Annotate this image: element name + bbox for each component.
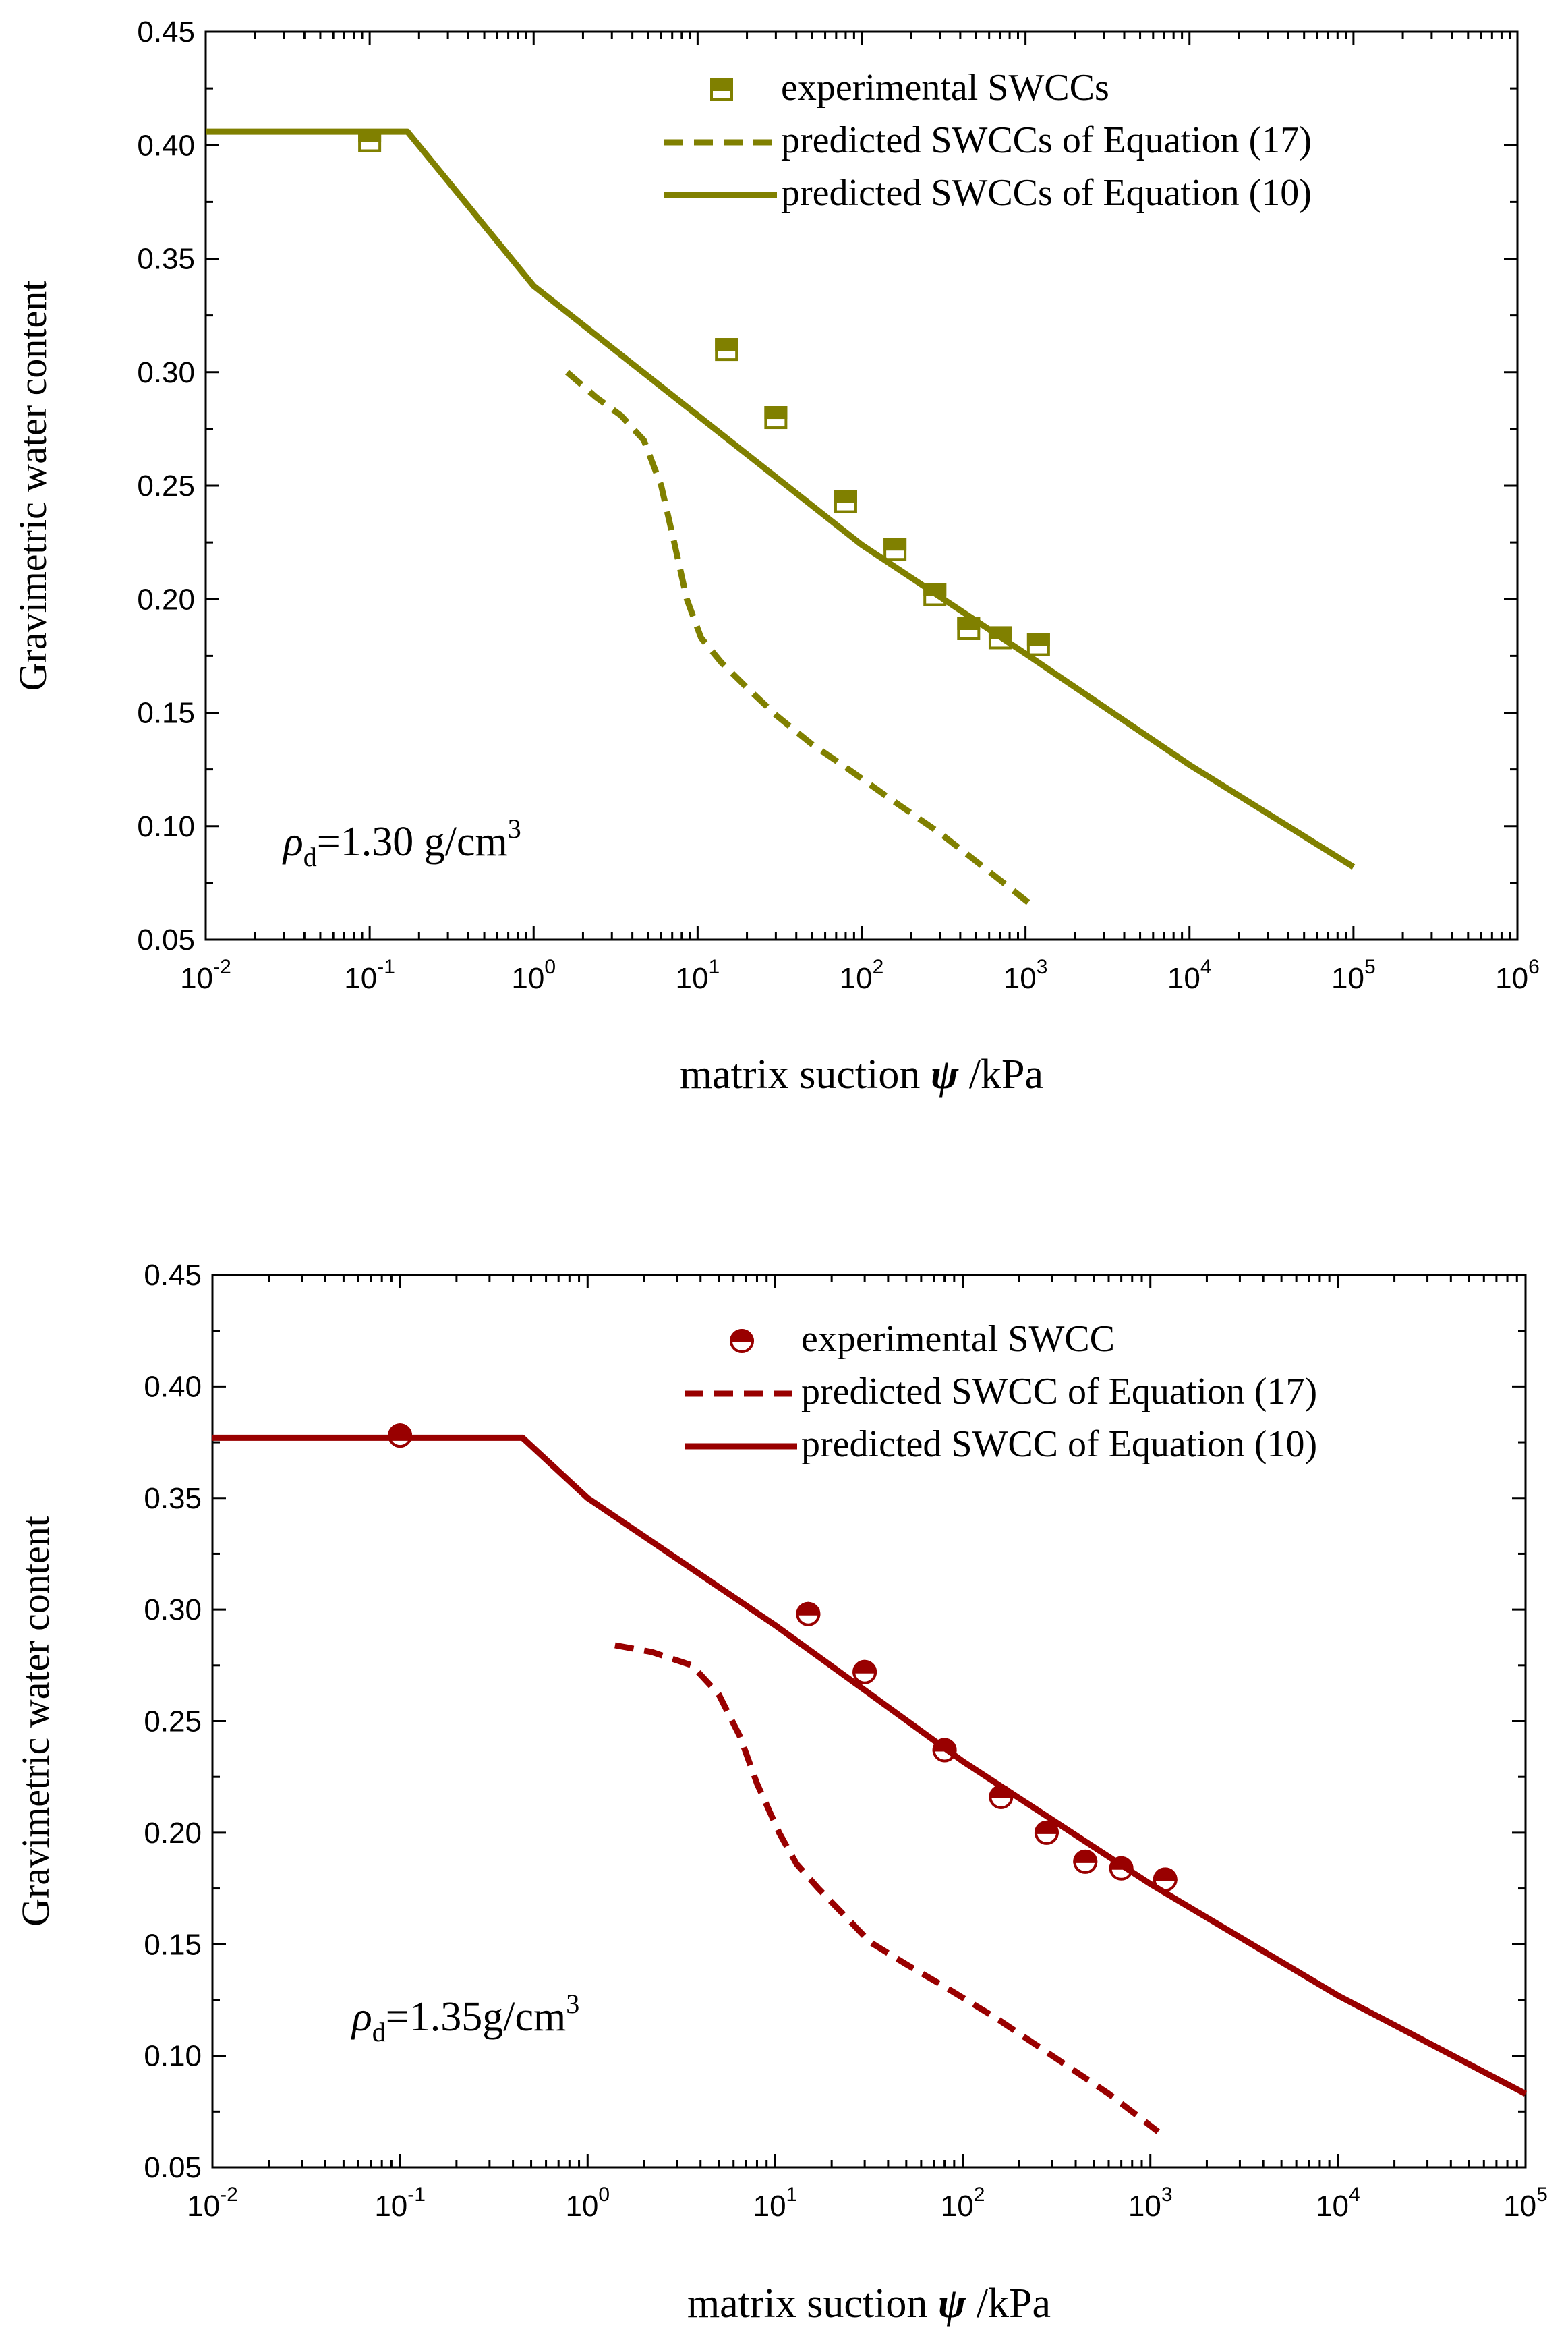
data-point (796, 1601, 821, 1626)
x-tick-label: 103 (1004, 956, 1048, 995)
legend-entry: experimental SWCC (729, 1318, 1115, 1360)
x-axis-label: matrix suction ψ /kPa (687, 2281, 1051, 2327)
data-point (1026, 633, 1050, 656)
series-2 (564, 370, 1035, 909)
x-tick-label: 103 (1128, 2184, 1173, 2223)
chart-2: 0.05 0.10 0.15 0.20 0.25 0.30 0.35 0.40 0.45 10-2… (13, 1259, 1548, 2327)
y-tick-label: 0.40 (144, 1370, 202, 1403)
y-tick-label: 0.45 (144, 1259, 202, 1292)
x-tick-label: 106 (1495, 956, 1540, 995)
x-tick-label: 10-1 (344, 956, 395, 995)
data-point (715, 338, 738, 362)
y-tick-label: 0.05 (137, 923, 195, 957)
x-tick-label: 105 (1331, 956, 1376, 995)
y-tick-label: 0.25 (137, 469, 195, 503)
x-tick-label: 104 (1316, 2184, 1360, 2223)
x-tick-label: 102 (840, 956, 884, 995)
x-tick-label: 105 (1503, 2184, 1548, 2223)
series-2 (614, 1642, 1160, 2134)
data-point (1073, 1849, 1098, 1874)
legend-marker (729, 1329, 755, 1353)
y-tick-label: 0.05 (144, 2151, 202, 2184)
y-tick-label: 0.35 (144, 1482, 202, 1515)
y-tick-label: 0.15 (137, 697, 195, 730)
y-axis-label: Gravimetric water content (13, 1516, 57, 1927)
density-annotation: ρd=1.35g/cm3 (351, 1989, 579, 2047)
data-point (764, 406, 788, 430)
series-3 (206, 128, 1356, 870)
x-tick-label: 10-2 (180, 956, 231, 995)
legend-label: predicted SWCCs of Equation (10) (781, 172, 1312, 214)
dashed-curve (614, 1642, 1160, 2134)
density-annotation: ρd=1.30 g/cm3 (282, 814, 521, 872)
solid-curve (212, 1434, 1528, 2097)
chart-1: 0.05 0.10 0.15 0.20 0.25 0.30 0.35 0.40 0.45 10-2… (11, 16, 1540, 1098)
y-tick-label: 0.30 (144, 1593, 202, 1626)
x-tick-label: 10-2 (187, 2184, 238, 2223)
y-tick-label: 0.15 (144, 1928, 202, 1961)
x-axis-label: matrix suction ψ /kPa (680, 1052, 1043, 1098)
y-axis-label: Gravimetric water content (11, 281, 55, 691)
x-tick-label: 100 (511, 956, 556, 995)
legend-entry: experimental SWCCs (710, 67, 1109, 109)
x-tick-label: 102 (941, 2184, 985, 2223)
legend-entry: predicted SWCC of Equation (17) (685, 1371, 1317, 1413)
legend-label: experimental SWCCs (781, 67, 1109, 109)
x-tick-label: 10-1 (374, 2184, 426, 2223)
y-tick-label: 0.40 (137, 129, 195, 162)
solid-curve (206, 128, 1356, 870)
data-point (883, 538, 907, 561)
y-tick-label: 0.10 (137, 810, 195, 843)
legend-label: predicted SWCCs of Equation (17) (781, 119, 1312, 161)
y-tick-label: 0.25 (144, 1705, 202, 1738)
legend-entry: predicted SWCCs of Equation (17) (664, 119, 1312, 161)
plot-frame (204, 30, 1519, 941)
y-tick-label: 0.30 (137, 356, 195, 389)
x-tick-label: 100 (565, 2184, 610, 2223)
y-tick-label: 0.20 (144, 1817, 202, 1850)
data-point (1034, 1820, 1059, 1845)
y-tick-label: 0.10 (144, 2040, 202, 2073)
legend-marker (710, 78, 733, 101)
series-1 (358, 129, 1050, 656)
x-tick-label: 101 (753, 2184, 798, 2223)
legend-label: predicted SWCC of Equation (10) (801, 1423, 1317, 1465)
data-point (834, 490, 857, 513)
legend-entry: predicted SWCC of Equation (10) (685, 1423, 1317, 1465)
dashed-curve (564, 370, 1035, 909)
x-tick-label: 101 (676, 956, 720, 995)
y-tick-label: 0.35 (137, 243, 195, 276)
x-tick-label: 104 (1167, 956, 1212, 995)
series-3 (212, 1434, 1528, 2097)
data-point (852, 1659, 877, 1684)
y-tick-label: 0.45 (137, 16, 195, 49)
y-tick-label: 0.20 (137, 583, 195, 616)
legend-label: experimental SWCC (801, 1318, 1115, 1360)
legend-entry: predicted SWCCs of Equation (10) (664, 172, 1312, 214)
legend-label: predicted SWCC of Equation (17) (801, 1371, 1317, 1413)
